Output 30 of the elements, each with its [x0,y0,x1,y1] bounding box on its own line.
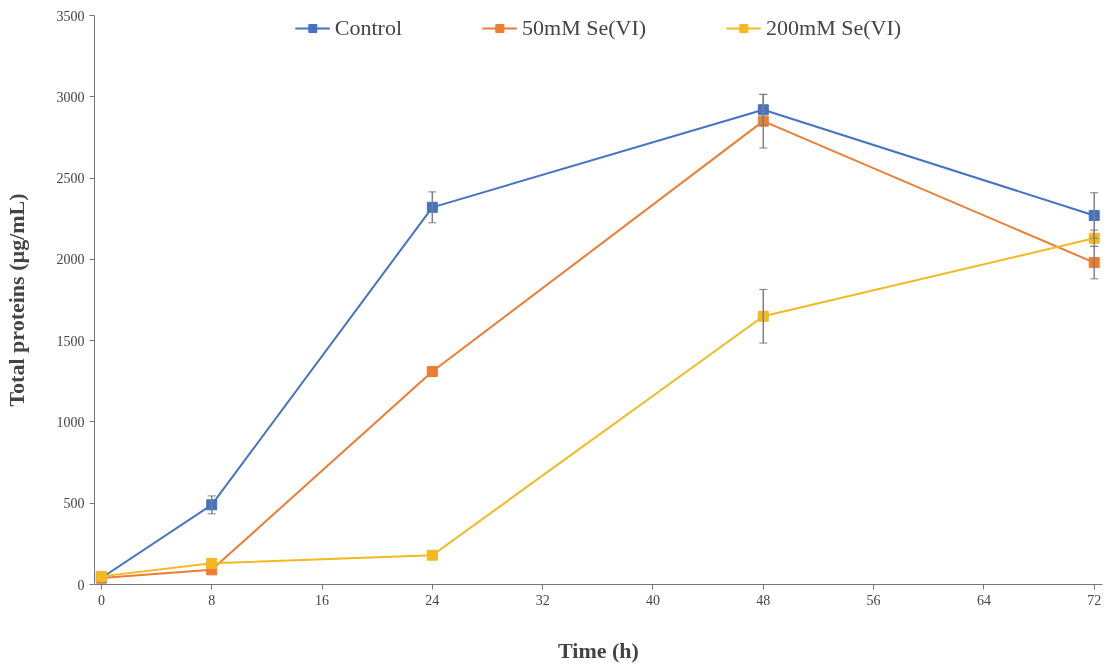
x-tick-label: 0 [97,592,105,608]
y-tick-label: 1000 [56,414,85,430]
y-axis-title: Total proteins (µg/mL) [3,193,29,407]
point [757,104,769,116]
y-tick-label: 2000 [56,252,85,268]
x-tick-label: 56 [866,592,881,608]
y-tick-label: 3500 [56,8,85,24]
y-tick-label: 1500 [56,333,85,349]
point [426,549,438,561]
legend-label: Control [334,15,403,41]
x-axis-title: Time (h) [558,637,639,663]
y-tick-label: 3000 [56,89,85,105]
x-tick-label: 32 [535,592,550,608]
x-tick-label: 16 [315,592,330,608]
y-tick-label: 2500 [56,171,85,187]
x-tick-label: 40 [645,592,660,608]
y-tick-label: 500 [63,496,85,512]
x-tick-label: 64 [976,592,991,608]
legend-label: 50mM Se(VI) [522,15,647,41]
x-tick-label: 8 [208,592,216,608]
point [757,310,769,322]
y-tick-label: 0 [77,577,85,593]
point [426,201,438,213]
legend-label: 200mM Se(VI) [766,15,902,41]
x-tick-label: 72 [1087,592,1102,608]
point [426,366,438,378]
point [206,557,218,569]
point [206,499,218,511]
x-tick-label: 24 [425,592,440,608]
x-tick-label: 48 [756,592,771,608]
